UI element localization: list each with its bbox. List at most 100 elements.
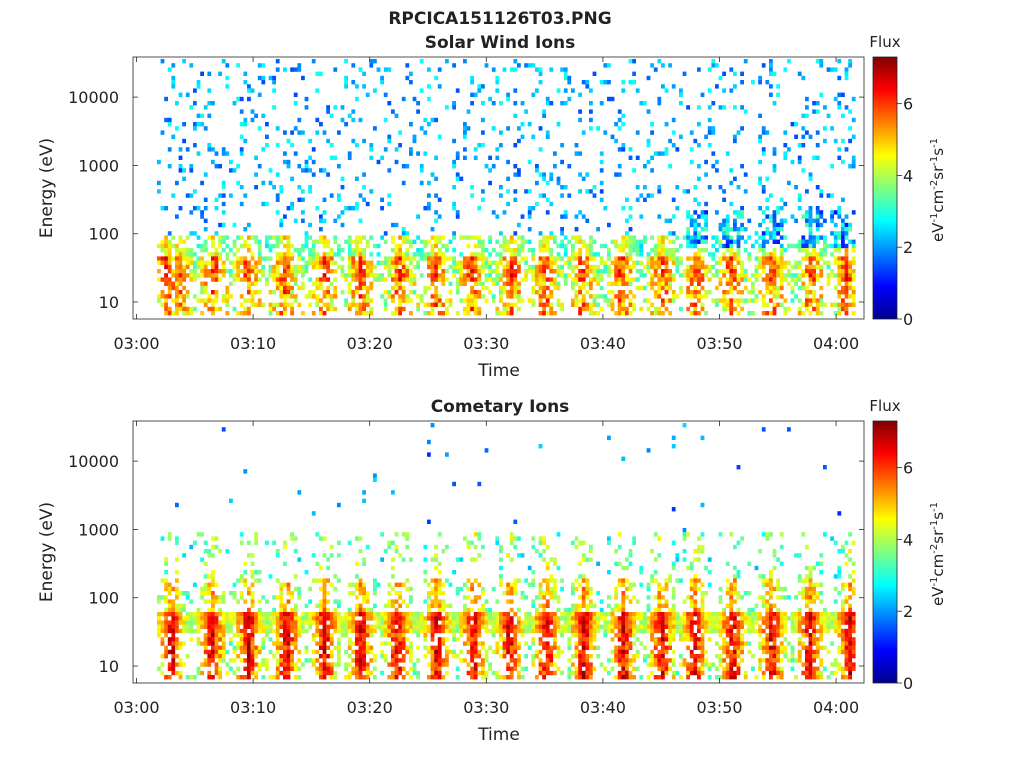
spectrogram-cell	[560, 269, 564, 273]
spectrogram-cell	[513, 294, 517, 298]
spectrogram-cell	[467, 265, 471, 269]
spectrogram-cell	[809, 240, 813, 244]
spectrogram-cell	[301, 210, 305, 214]
spectrogram-cell	[672, 231, 676, 235]
spectrogram-cell	[344, 675, 348, 679]
spectrogram-cell	[809, 282, 813, 286]
spectrogram-cell	[369, 273, 373, 277]
spectrogram-cell	[650, 235, 654, 239]
spectrogram-cell	[578, 662, 582, 666]
spectrogram-cell	[179, 608, 183, 612]
spectrogram-cell	[841, 227, 845, 231]
spectrogram-cell	[816, 156, 820, 160]
spectrogram-cell	[168, 240, 172, 244]
spectrogram-cell	[391, 574, 395, 578]
colorbar-title: Flux	[869, 33, 900, 51]
spectrogram-cell	[279, 662, 283, 666]
spectrogram-cell	[427, 193, 431, 197]
spectrogram-cell	[402, 646, 406, 650]
spectrogram-cell	[499, 549, 503, 553]
spectrogram-cell	[560, 67, 564, 71]
spectrogram-cell	[323, 646, 327, 650]
spectrogram-cell	[276, 269, 280, 273]
spectrogram-cell	[845, 231, 849, 235]
spectrogram-cell	[308, 189, 312, 193]
spectrogram-cell	[852, 240, 856, 244]
spectrogram-cell	[171, 620, 175, 624]
spectrogram-cell	[197, 637, 201, 641]
spectrogram-cell	[236, 612, 240, 616]
spectrogram-cell	[704, 202, 708, 206]
spectrogram-cell	[531, 654, 535, 658]
spectrogram-cell	[812, 252, 816, 256]
spectrogram-cell	[539, 265, 543, 269]
spectrogram-cell	[272, 277, 276, 281]
spectrogram-cell	[193, 612, 197, 616]
spectrogram-cell	[254, 240, 258, 244]
spectrogram-cell	[261, 662, 265, 666]
spectrogram-cell	[539, 658, 543, 662]
spectrogram-cell	[596, 227, 600, 231]
spectrogram-cell	[546, 286, 550, 290]
spectrogram-cell	[841, 298, 845, 302]
spectrogram-cell	[276, 261, 280, 265]
spectrogram-cell	[333, 599, 337, 603]
spectrogram-cell	[661, 261, 665, 265]
spectrogram-cell	[279, 240, 283, 244]
spectrogram-cell	[481, 591, 485, 595]
spectrogram-cell	[272, 80, 276, 84]
spectrogram-cell	[229, 269, 233, 273]
spectrogram-cell	[189, 63, 193, 67]
spectrogram-cell	[506, 307, 510, 311]
spectrogram-cell	[373, 478, 377, 482]
spectrogram-cell	[744, 189, 748, 193]
spectrogram-cell	[542, 172, 546, 176]
spectrogram-cell	[571, 277, 575, 281]
spectrogram-cell	[168, 583, 172, 587]
spectrogram-cell	[175, 557, 179, 561]
spectrogram-cell	[848, 282, 852, 286]
spectrogram-cell	[780, 273, 784, 277]
spectrogram-cell	[481, 620, 485, 624]
spectrogram-cell	[326, 105, 330, 109]
spectrogram-cell	[632, 235, 636, 239]
spectrogram-cell	[391, 541, 395, 545]
spectrogram-cell	[182, 641, 186, 645]
spectrogram-cell	[366, 290, 370, 294]
spectrogram-cell	[416, 252, 420, 256]
spectrogram-cell	[607, 223, 611, 227]
spectrogram-cell	[708, 118, 712, 122]
spectrogram-cell	[351, 206, 355, 210]
spectrogram-cell	[323, 553, 327, 557]
spectrogram-cell	[755, 273, 759, 277]
spectrogram-cell	[744, 269, 748, 273]
spectrogram-cell	[506, 126, 510, 130]
spectrogram-cell	[312, 612, 316, 616]
spectrogram-cell	[582, 214, 586, 218]
spectrogram-cell	[776, 210, 780, 214]
spectrogram-cell	[467, 235, 471, 239]
spectrogram-cell	[405, 277, 409, 281]
spectrogram-cell	[197, 625, 201, 629]
spectrogram-cell	[215, 261, 219, 265]
spectrogram-cell	[247, 273, 251, 277]
spectrogram-cell	[762, 130, 766, 134]
spectrogram-cell	[711, 164, 715, 168]
spectrogram-cell	[254, 282, 258, 286]
spectrogram-cell	[582, 557, 586, 561]
spectrogram-cell	[222, 629, 226, 633]
spectrogram-cell	[513, 641, 517, 645]
spectrogram-cell	[618, 269, 622, 273]
spectrogram-cell	[798, 286, 802, 290]
spectrogram-cell	[762, 252, 766, 256]
spectrogram-cell	[531, 303, 535, 307]
spectrogram-cell	[402, 231, 406, 235]
spectrogram-cell	[510, 671, 514, 675]
spectrogram-cell	[197, 608, 201, 612]
spectrogram-cell	[387, 612, 391, 616]
spectrogram-cell	[571, 620, 575, 624]
spectrogram-cell	[272, 244, 276, 248]
spectrogram-cell	[171, 599, 175, 603]
spectrogram-cell	[546, 198, 550, 202]
spectrogram-cell	[834, 97, 838, 101]
